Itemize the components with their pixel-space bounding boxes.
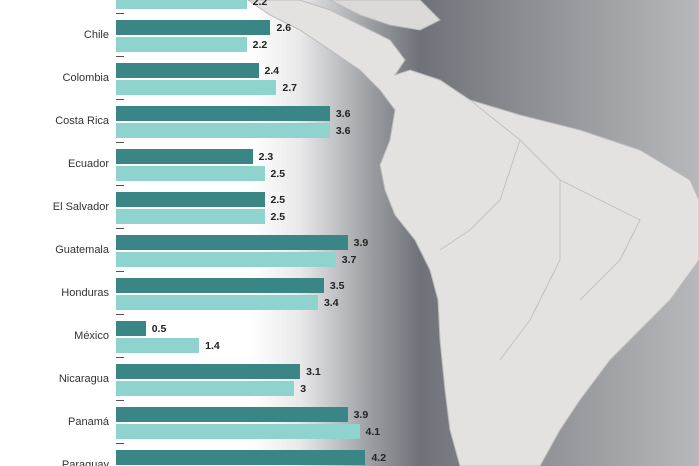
data-label: 3.4 bbox=[323, 297, 339, 309]
bar-series-2 bbox=[116, 0, 247, 9]
data-label: 2.4 bbox=[264, 65, 280, 77]
data-label: 2.6 bbox=[276, 22, 292, 34]
bar-series-1 bbox=[116, 106, 330, 121]
data-label: 4.1 bbox=[365, 426, 381, 438]
axis-tick bbox=[116, 357, 124, 358]
category-label: Ecuador bbox=[68, 158, 109, 170]
category-label: Paraguay bbox=[61, 459, 109, 466]
bar-series-2 bbox=[116, 338, 200, 353]
data-label: 2.5 bbox=[270, 194, 286, 206]
category-label: Panamá bbox=[68, 416, 109, 428]
bar-series-1 bbox=[116, 278, 324, 293]
category-label: Costa Rica bbox=[55, 115, 109, 127]
bar-series-1 bbox=[116, 235, 348, 250]
axis-tick bbox=[116, 271, 124, 272]
axis-tick bbox=[116, 13, 124, 14]
bar-series-2 bbox=[116, 424, 360, 439]
axis-tick bbox=[116, 99, 124, 100]
data-label: 2.7 bbox=[282, 82, 297, 94]
bar-series-1 bbox=[116, 407, 348, 422]
category-label: Honduras bbox=[61, 287, 109, 299]
bar-series-1 bbox=[116, 364, 301, 379]
bar-series-1 bbox=[116, 20, 271, 35]
bar-series-2 bbox=[116, 295, 318, 310]
category-label: Guatemala bbox=[55, 244, 109, 256]
axis-tick bbox=[116, 314, 124, 315]
axis-tick bbox=[116, 185, 124, 186]
bar-series-1 bbox=[116, 192, 265, 207]
axis-tick bbox=[116, 443, 124, 444]
category-label: El Salvador bbox=[52, 201, 109, 213]
data-label: 2.2 bbox=[252, 39, 268, 51]
category-label: Chile bbox=[83, 29, 109, 41]
bar-series-1 bbox=[116, 149, 253, 164]
data-label: 2.5 bbox=[270, 211, 286, 223]
axis-tick bbox=[116, 142, 124, 143]
data-label: 3.9 bbox=[353, 237, 369, 249]
axis-tick bbox=[116, 56, 124, 57]
data-label: 3.6 bbox=[335, 108, 351, 120]
bar-series-1 bbox=[116, 450, 366, 465]
data-label: 3.1 bbox=[306, 366, 321, 378]
data-label: 3.6 bbox=[335, 125, 351, 137]
axis-tick bbox=[116, 400, 124, 401]
bar-series-2 bbox=[116, 209, 265, 224]
data-label: 2.5 bbox=[270, 168, 286, 180]
bar-series-1 bbox=[116, 63, 259, 78]
data-label: 0.5 bbox=[151, 323, 167, 335]
data-label: 4.2 bbox=[371, 452, 387, 464]
category-label: México bbox=[74, 330, 109, 342]
axis-tick bbox=[116, 228, 124, 229]
data-label: 3.7 bbox=[341, 254, 357, 266]
data-label: 2.2 bbox=[252, 0, 268, 8]
bar-series-1 bbox=[116, 321, 146, 336]
data-label: 1.4 bbox=[205, 340, 220, 352]
data-label: 2.3 bbox=[258, 151, 274, 163]
bar-series-2 bbox=[116, 80, 277, 95]
category-label: Colombia bbox=[62, 72, 109, 84]
bar-series-2 bbox=[116, 381, 295, 396]
bar-series-2 bbox=[116, 37, 247, 52]
data-label: 3 bbox=[300, 383, 307, 395]
bar-series-2 bbox=[116, 123, 330, 138]
data-label: 3.5 bbox=[329, 280, 345, 292]
bar-series-2 bbox=[116, 166, 265, 181]
bar-series-2 bbox=[116, 252, 336, 267]
category-label: Nicaragua bbox=[58, 373, 109, 385]
data-label: 3.9 bbox=[353, 409, 369, 421]
